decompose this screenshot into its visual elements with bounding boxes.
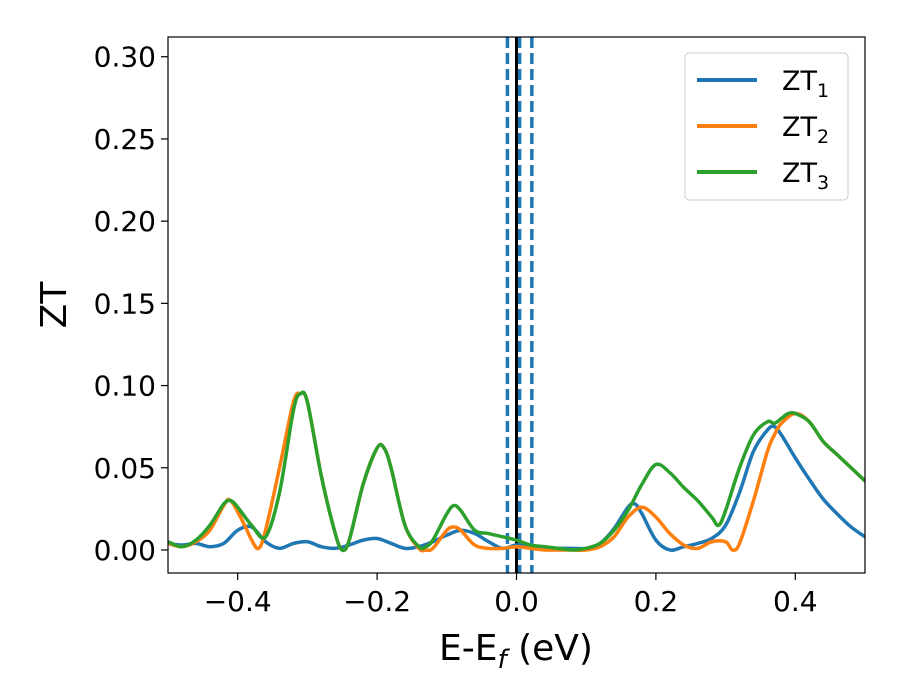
y-tick-label: 0.05 (94, 452, 156, 485)
x-tick-label: −0.4 (204, 585, 272, 618)
series-line-2 (168, 391, 865, 553)
series-lines (168, 390, 865, 553)
x-tick-label: −0.2 (343, 585, 411, 618)
x-axis-label: E-Ef (eV) (439, 628, 593, 675)
x-tick-label: 0.4 (773, 585, 818, 618)
legend-label-3: ZT3 (782, 158, 829, 194)
y-tick-label: 0.30 (94, 41, 156, 74)
x-tick-label: 0.0 (494, 585, 539, 618)
y-tick-label: 0.20 (94, 205, 156, 238)
legend-label-1: ZT1 (782, 66, 829, 102)
x-axis-ticks: −0.4 −0.2 0.0 0.2 0.4 (204, 573, 818, 618)
legend-label-2: ZT2 (782, 112, 829, 148)
legend: ZT1 ZT2 ZT3 (684, 52, 849, 201)
series-line-3 (168, 390, 865, 553)
y-tick-label: 0.00 (94, 534, 156, 567)
y-tick-label: 0.10 (94, 370, 156, 403)
vertical-reference-lines (505, 37, 534, 573)
y-axis-ticks: 0.00 0.05 0.10 0.15 0.20 0.25 0.30 (94, 41, 168, 567)
y-axis-label: ZT (34, 281, 75, 329)
x-tick-label: 0.2 (634, 585, 679, 618)
legend-box (684, 52, 849, 201)
y-tick-label: 0.25 (94, 123, 156, 156)
y-tick-label: 0.15 (94, 287, 156, 320)
